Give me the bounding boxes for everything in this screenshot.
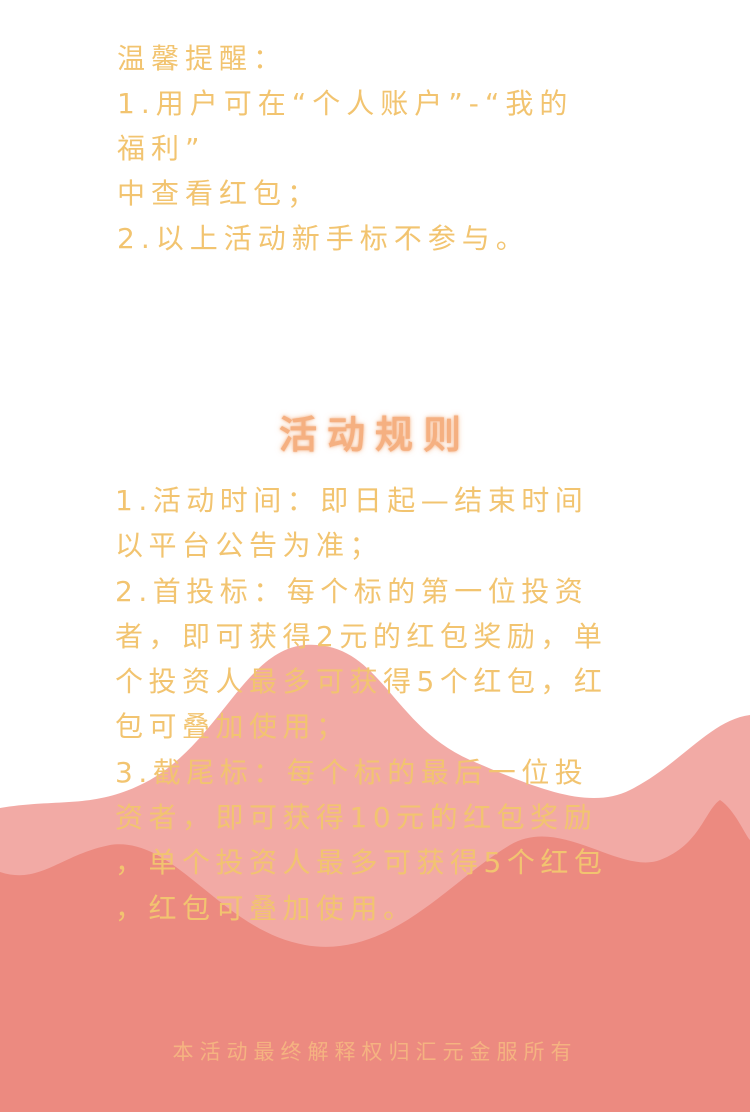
rule-line: 1.活动时间：即日起—结束时间 — [115, 484, 589, 517]
notice-line: 福利” — [117, 132, 206, 165]
rule-line: ，红包可叠加使用。 — [115, 891, 417, 925]
notice-heading: 温馨提醒： — [117, 42, 288, 75]
notice-line: 中查看红包； — [117, 177, 322, 210]
rule-line: 个投资人最多可获得5个红包，红 — [115, 665, 608, 699]
notice-block: 温馨提醒： 1.用户可在“个人账户”-“我的 福利” 中查看红包； 2.以上活动… — [117, 36, 647, 261]
footer-disclaimer: 本活动最终解释权归汇元金服所有 — [172, 1040, 578, 1064]
rule-line: ，单个投资人最多可获得5个红包 — [115, 846, 608, 880]
rules-title: 活动规则 — [278, 413, 471, 457]
rule-line: 以平台公告为准； — [115, 529, 384, 563]
rules-block: 1.活动时间：即日起—结束时间 以平台公告为准； 2.首投标：每个标的第一位投资… — [115, 478, 655, 931]
rule-line: 3.截尾标：每个标的最后一位投 — [115, 755, 589, 789]
notice-line: 1.用户可在“个人账户”-“我的 — [117, 87, 574, 120]
rule-line: 2.首投标：每个标的第一位投资 — [115, 574, 589, 608]
rule-line: 资者，即可获得10元的红包奖励 — [115, 801, 598, 835]
rule-line: 者，即可获得2元的红包奖励，单 — [115, 619, 608, 653]
rule-line: 包可叠加使用； — [115, 710, 350, 744]
notice-line: 2.以上活动新手标不参与。 — [117, 222, 530, 255]
dark-wave-shape — [0, 800, 750, 1112]
